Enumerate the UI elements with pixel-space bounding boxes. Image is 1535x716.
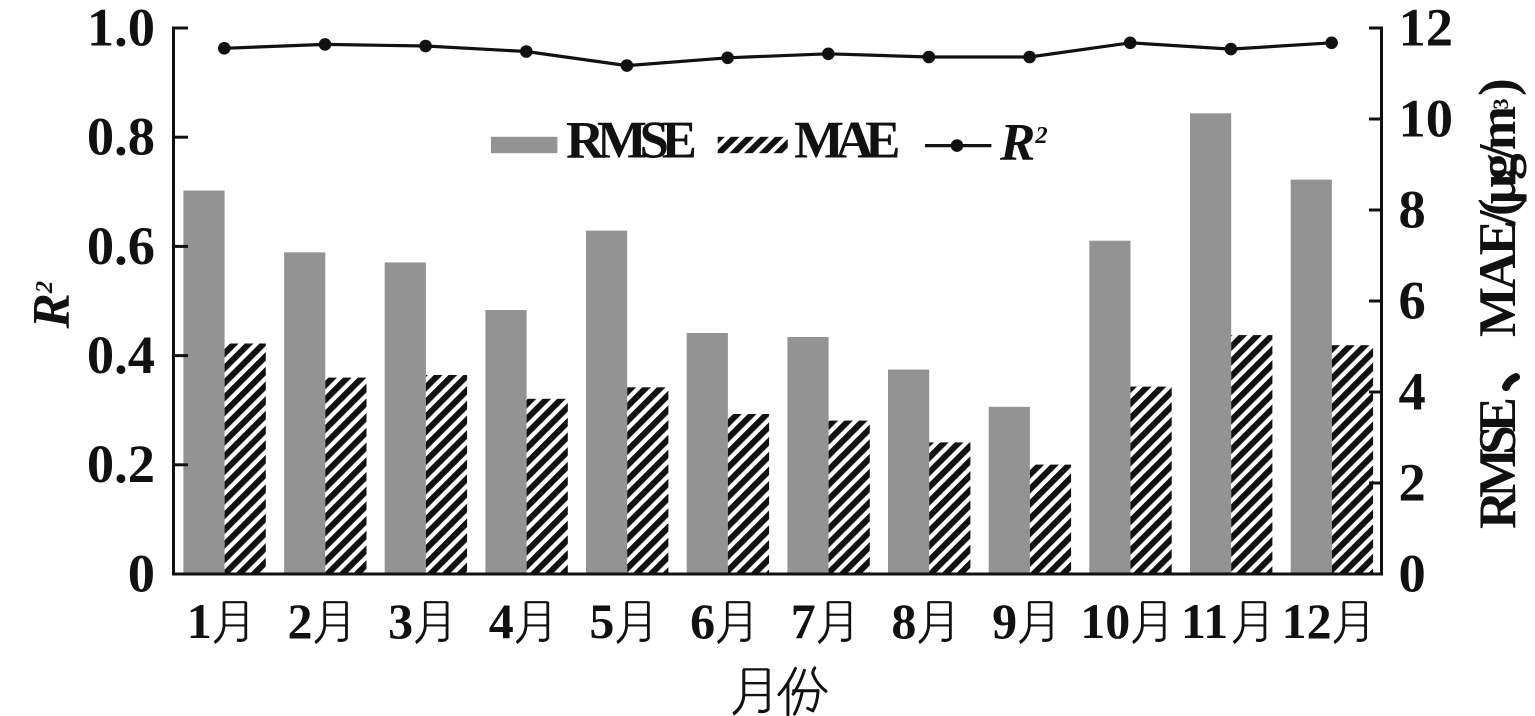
svg-text:0: 0 [128, 542, 155, 603]
svg-text:0.8: 0.8 [87, 106, 155, 167]
svg-text:12: 12 [1399, 0, 1454, 57]
svg-text:11: 11 [1181, 593, 1228, 649]
svg-text:MAE: MAE [794, 112, 901, 170]
svg-text:5: 5 [589, 593, 614, 649]
svg-text:10: 10 [1080, 593, 1130, 649]
svg-text:0: 0 [1399, 542, 1426, 603]
svg-text:1: 1 [187, 593, 212, 649]
svg-text:R2: R2 [22, 281, 80, 330]
svg-text:MAE: MAE [1469, 220, 1527, 337]
svg-text:8: 8 [1399, 178, 1426, 239]
svg-text:2: 2 [288, 593, 313, 649]
svg-text:7: 7 [791, 593, 816, 649]
svg-text:9: 9 [992, 593, 1017, 649]
svg-text:2: 2 [1399, 451, 1426, 512]
svg-text:0.4: 0.4 [87, 324, 155, 385]
svg-text:RMSE: RMSE [566, 112, 697, 170]
svg-text:1.0: 1.0 [87, 0, 155, 57]
svg-text:3: 3 [1488, 99, 1513, 110]
svg-text:6: 6 [690, 593, 715, 649]
svg-text:RMSE: RMSE [1469, 397, 1527, 529]
svg-text:12: 12 [1282, 593, 1332, 649]
svg-text:/(μg/m: /(μg/m [1469, 106, 1527, 226]
svg-text:): ) [1469, 78, 1527, 96]
svg-text:10: 10 [1399, 87, 1454, 148]
svg-text:8: 8 [891, 593, 916, 649]
svg-text:0.6: 0.6 [87, 215, 155, 276]
svg-text:4: 4 [489, 593, 514, 649]
svg-text:0.2: 0.2 [87, 433, 155, 494]
svg-text:4: 4 [1399, 360, 1426, 421]
svg-text:6: 6 [1399, 269, 1426, 330]
svg-text:R2: R2 [999, 114, 1048, 172]
svg-text:3: 3 [388, 593, 413, 649]
